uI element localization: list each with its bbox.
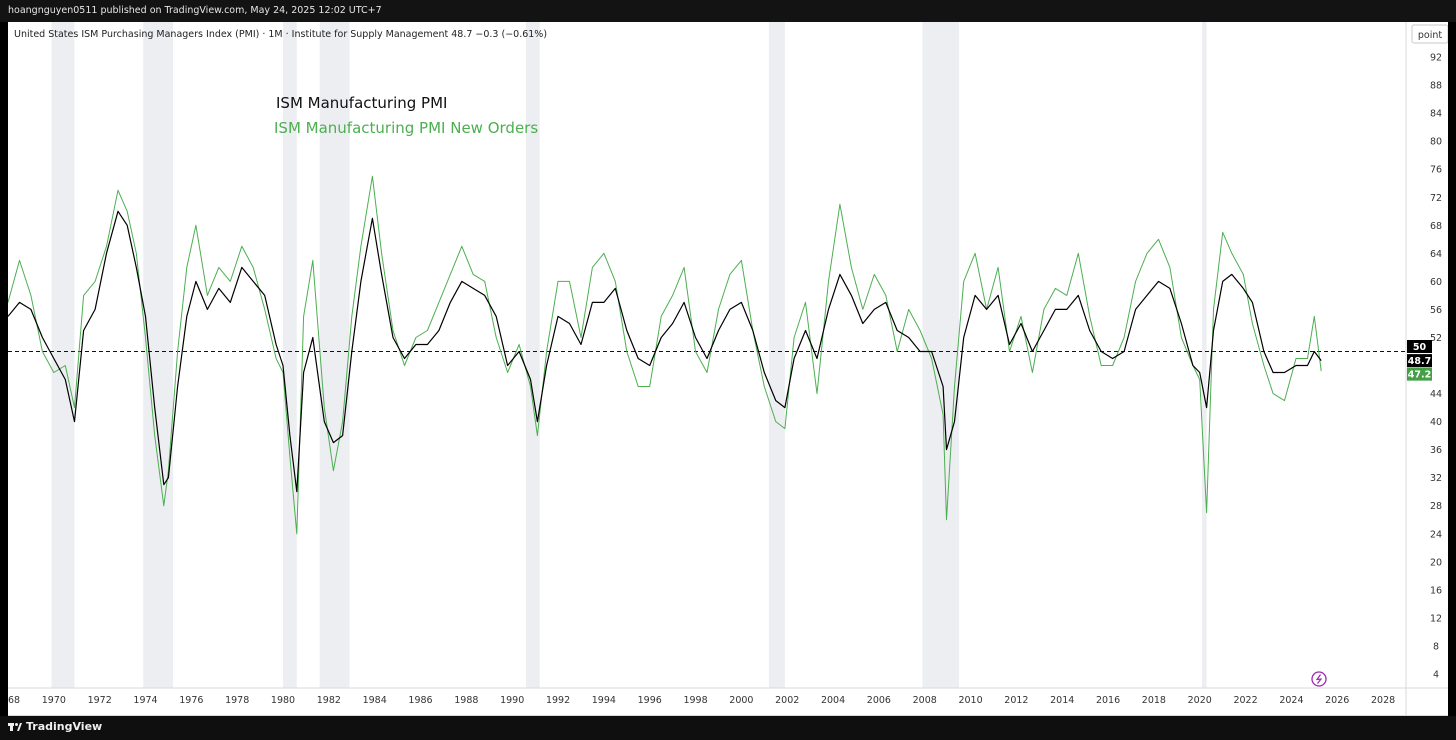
- x-tick-label: 2008: [913, 695, 937, 706]
- recession-band: [283, 22, 297, 688]
- y-tick-label: 28: [1430, 501, 1442, 512]
- published-note: hoangnguyen0511 published on TradingView…: [8, 5, 382, 16]
- y-tick-label: 32: [1430, 473, 1442, 484]
- x-tick-label: 2006: [867, 695, 891, 706]
- recession-band: [1202, 22, 1207, 688]
- price-badge-pmi-box: [1407, 354, 1432, 368]
- y-tick-label: 20: [1430, 557, 1442, 568]
- y-tick-label: 8: [1433, 641, 1439, 652]
- x-tick-label: 2002: [775, 695, 799, 706]
- y-tick-label: 60: [1430, 277, 1442, 288]
- tradingview-brand[interactable]: TradingView: [8, 720, 102, 733]
- y-tick-label: 72: [1430, 193, 1442, 204]
- legend-new-orders: ISM Manufacturing PMI New Orders: [274, 119, 538, 137]
- top-bar: hoangnguyen0511 published on TradingView…: [0, 0, 1456, 22]
- price-badge-new-orders-box: [1407, 367, 1432, 381]
- recession-band: [319, 22, 350, 688]
- x-tick-label: 2026: [1325, 695, 1349, 706]
- x-tick-label: 1992: [546, 695, 570, 706]
- y-tick-label: 76: [1430, 165, 1442, 176]
- y-unit-label: point: [1418, 30, 1443, 41]
- x-tick-label: 2028: [1371, 695, 1395, 706]
- y-tick-label: 16: [1430, 585, 1442, 596]
- y-tick-label: 56: [1430, 305, 1442, 316]
- price-badge-new-orders: 47.2: [1408, 370, 1431, 381]
- legend-pmi: ISM Manufacturing PMI: [276, 94, 447, 112]
- x-tick-label: 1980: [271, 695, 295, 706]
- y-tick-label: 68: [1430, 221, 1442, 232]
- x-tick-label: 2004: [821, 695, 845, 706]
- x-tick-label: 2000: [729, 695, 753, 706]
- x-tick-label: 2020: [1188, 695, 1212, 706]
- x-tick-label: 1984: [363, 695, 387, 706]
- price-badge-pmi: 48.7: [1408, 356, 1431, 367]
- recession-band: [525, 22, 540, 688]
- recession-band: [768, 22, 785, 688]
- lightning-bolt-icon: [1315, 674, 1323, 684]
- x-tick-label: 1994: [592, 695, 616, 706]
- x-tick-label: 1986: [408, 695, 432, 706]
- x-tick-label: 2012: [1004, 695, 1028, 706]
- x-tick-label: 2010: [958, 695, 982, 706]
- brand-label: TradingView: [26, 720, 103, 733]
- y-tick-label: 40: [1430, 417, 1442, 428]
- y-tick-label: 36: [1430, 445, 1442, 456]
- y-tick-label: 84: [1430, 109, 1442, 120]
- new-orders-series-line[interactable]: [7, 175, 1322, 535]
- x-tick-label: 2016: [1096, 695, 1120, 706]
- y-tick-label: 88: [1430, 81, 1442, 92]
- y-tick-label: 4: [1433, 669, 1439, 680]
- x-tick-label: 1974: [133, 695, 157, 706]
- y-tick-label: 52: [1430, 333, 1442, 344]
- chart-svg[interactable]: 4812162024283236404452566064687276808488…: [0, 22, 1449, 716]
- x-tick-label: 1972: [88, 695, 112, 706]
- y-tick-label: 92: [1430, 53, 1442, 64]
- x-tick-label: 1998: [683, 695, 707, 706]
- x-tick-label: 1988: [454, 695, 478, 706]
- y-tick-label: 12: [1430, 613, 1442, 624]
- y-tick-label: 64: [1430, 249, 1442, 260]
- x-tick-label: 2018: [1142, 695, 1166, 706]
- x-tick-label: 2024: [1279, 695, 1303, 706]
- price-badge-reference-box: [1407, 339, 1432, 353]
- x-tick-label: 2022: [1233, 695, 1257, 706]
- x-tick-label: 1968: [8, 695, 20, 706]
- chart-title: United States ISM Purchasing Managers In…: [14, 29, 547, 40]
- pmi-series-line[interactable]: [7, 210, 1322, 493]
- bottom-bar: [0, 716, 1456, 740]
- price-badge-reference: 50: [1413, 342, 1427, 353]
- tradingview-logo-icon: [8, 723, 22, 731]
- x-tick-label: 1976: [179, 695, 203, 706]
- y-tick-label: 80: [1430, 137, 1442, 148]
- recession-band: [143, 22, 174, 688]
- x-tick-label: 1996: [638, 695, 662, 706]
- x-tick-label: 1978: [225, 695, 249, 706]
- x-tick-label: 1990: [500, 695, 524, 706]
- y-tick-label: 44: [1430, 389, 1442, 400]
- recession-band: [922, 22, 960, 688]
- x-tick-label: 2014: [1050, 695, 1074, 706]
- x-tick-label: 1982: [317, 695, 341, 706]
- y-tick-label: 24: [1430, 529, 1442, 540]
- chart-frame: 4 8 12 16 20 24 28 32 36 40 44 52 56 60 64 68 72 76 80 84 88…: [0, 22, 1449, 716]
- x-tick-label: 1970: [42, 695, 66, 706]
- recession-band: [51, 22, 75, 688]
